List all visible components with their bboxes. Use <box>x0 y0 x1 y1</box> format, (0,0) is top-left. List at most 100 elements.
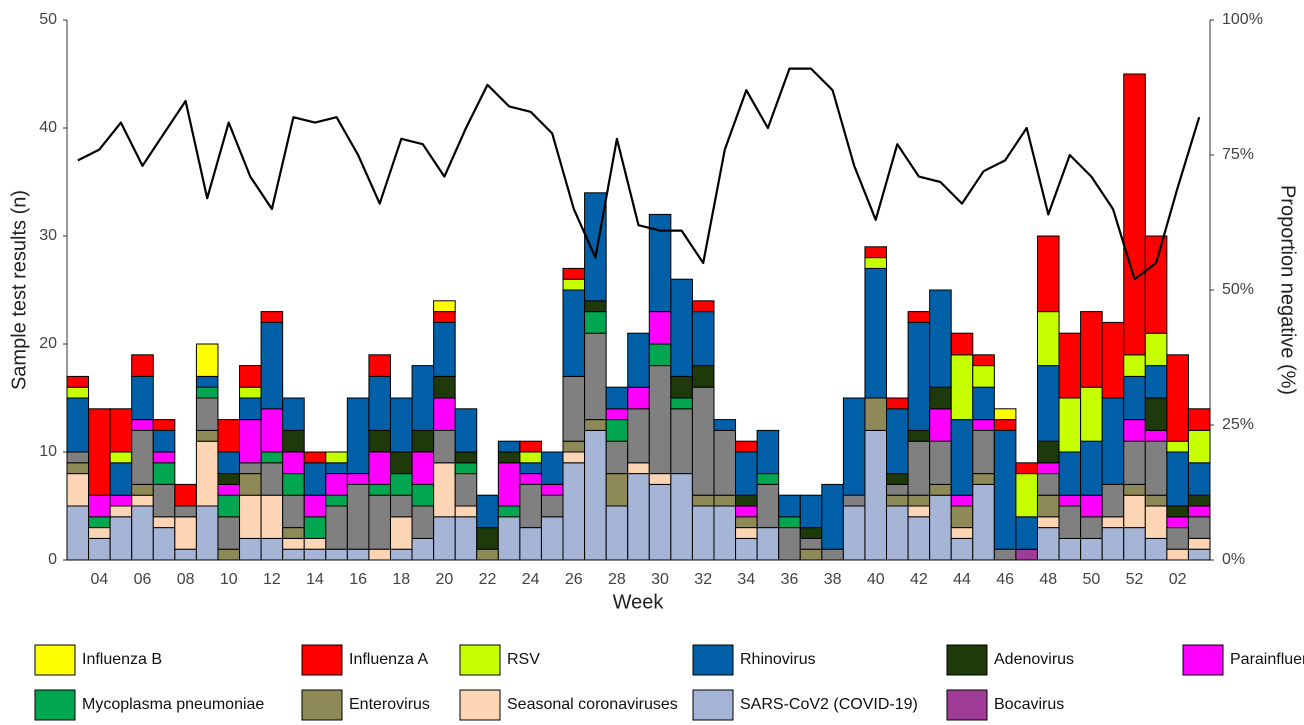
bar-segment <box>88 494 111 518</box>
legend-label: SARS-CoV2 (COVID-19) <box>740 696 918 713</box>
bar-segment <box>605 419 629 442</box>
bar-segment <box>497 451 521 464</box>
bar-segment <box>735 494 758 507</box>
bar-segment <box>260 494 284 539</box>
bar-segment <box>540 494 564 518</box>
bar-segment <box>1123 494 1146 529</box>
bar-segment <box>670 397 693 410</box>
legend-swatch <box>34 689 76 721</box>
bar-segment <box>907 516 931 561</box>
legend-swatch <box>692 689 734 721</box>
bar-segment <box>584 300 607 313</box>
bar-segment <box>1015 473 1038 518</box>
y2-tick-label: 75% <box>1222 146 1254 163</box>
x-tick-label: 38 <box>824 571 842 588</box>
bar-segment <box>735 537 758 561</box>
bar-segment <box>584 311 607 334</box>
bar-segment <box>260 321 284 410</box>
x-tick-label: 46 <box>996 571 1014 588</box>
bar-segment <box>454 451 478 464</box>
bar-segment <box>195 440 219 507</box>
bar-segment <box>497 462 521 507</box>
bar-segment <box>433 462 456 518</box>
bar-segment <box>519 483 542 529</box>
bar-segment <box>691 311 715 367</box>
bar-segment <box>778 527 801 561</box>
bar-segment <box>1123 73 1146 356</box>
bar-segment <box>1123 375 1146 421</box>
y2-tick-label: 0% <box>1222 551 1245 568</box>
bar-segment <box>433 311 456 323</box>
y2-tick-label: 100% <box>1222 11 1263 28</box>
x-tick-label: 10 <box>220 571 238 588</box>
bar-segment <box>993 419 1017 431</box>
bar-segment <box>907 429 931 442</box>
bar-segment <box>433 397 456 431</box>
bar-segment <box>1015 462 1038 475</box>
bar-segment <box>1166 505 1189 518</box>
bar-segment <box>691 386 715 496</box>
bar-segment <box>131 494 154 507</box>
bar-segment <box>1187 537 1211 550</box>
bar-segment <box>1058 494 1082 507</box>
bar-segment <box>1101 321 1125 399</box>
bar-segment <box>864 246 888 259</box>
bar-segment <box>303 462 327 496</box>
bar-segment <box>691 505 715 561</box>
bar-segment <box>605 386 629 410</box>
bar-segment <box>303 494 327 518</box>
bar-segment <box>972 473 995 485</box>
bar-segment <box>627 408 650 464</box>
bar-segment <box>368 548 391 561</box>
bar-segment <box>907 494 931 507</box>
bar-segment <box>1187 462 1211 496</box>
x-tick-label: 02 <box>1169 571 1187 588</box>
bar-segment <box>648 213 672 313</box>
bar-segment <box>950 494 974 507</box>
x-tick-label: 22 <box>479 571 497 588</box>
bar-segment <box>713 494 737 507</box>
bar-segment <box>864 397 888 431</box>
bar-segment <box>929 440 952 485</box>
bar-segment <box>1015 516 1038 550</box>
x-tick-label: 40 <box>867 571 885 588</box>
bar-segment <box>842 505 866 561</box>
bar-segment <box>799 548 823 561</box>
bar-segment <box>778 494 801 518</box>
bar-segment <box>842 494 866 507</box>
bar-segment <box>1036 311 1060 367</box>
bar-segment <box>972 386 995 421</box>
legend-label: Mycoplasma pneumoniae <box>82 696 264 713</box>
bar-segment <box>217 473 241 485</box>
bar-segment <box>239 537 262 561</box>
legend-swatch <box>34 644 76 676</box>
bar-segment <box>799 494 823 529</box>
bar-segment <box>1058 537 1082 561</box>
y-tick-label: 50 <box>39 11 57 28</box>
bar-segment <box>1166 516 1189 529</box>
bar-segment <box>346 483 370 550</box>
bar-segment <box>907 440 931 496</box>
bar-segment <box>713 419 737 431</box>
bar-segment <box>713 505 737 561</box>
line <box>77 67 1201 281</box>
bar-segment <box>152 429 176 453</box>
bar-segment <box>1080 516 1103 539</box>
bar-segment <box>66 386 90 399</box>
legend-label: Influenza A <box>349 651 429 668</box>
bar-segment <box>584 332 607 421</box>
bar-segment <box>648 365 672 475</box>
bar-segment <box>1058 397 1082 453</box>
bar-segment <box>282 494 305 529</box>
bar-segment <box>562 267 586 280</box>
bar-segment <box>519 462 542 475</box>
bar-segment <box>411 365 435 431</box>
bar-segment <box>195 375 219 388</box>
bar-segment <box>454 516 478 561</box>
bar-segment <box>1144 494 1168 507</box>
bar-segment <box>497 440 521 453</box>
bar-segment <box>1144 235 1168 334</box>
bar-segment <box>584 192 607 302</box>
bar-segment <box>239 473 262 496</box>
bar-segment <box>1144 440 1168 496</box>
